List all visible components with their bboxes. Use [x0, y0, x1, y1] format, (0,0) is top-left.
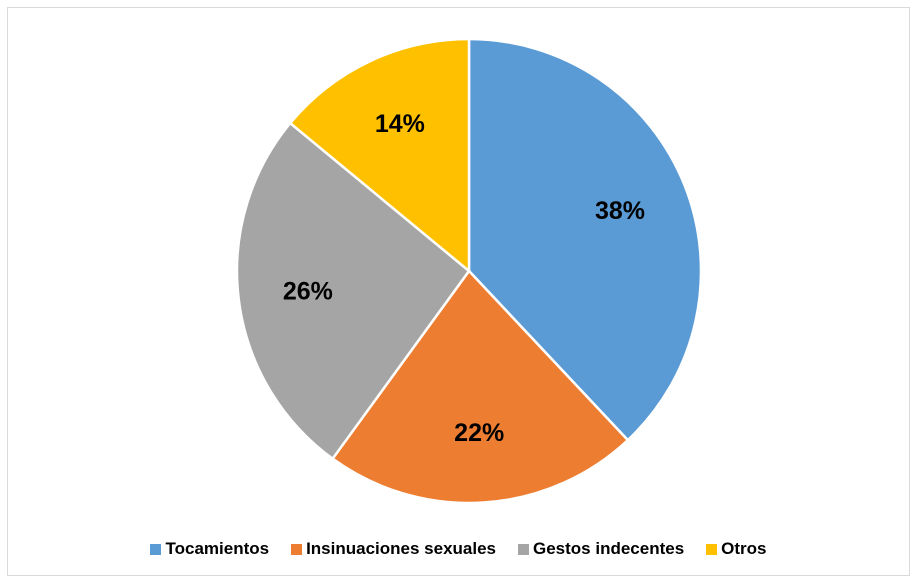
data-label-otros: 14%: [375, 110, 425, 138]
data-label-tocamientos: 38%: [595, 197, 645, 225]
legend-swatch: [518, 543, 529, 555]
pie-slices: [235, 37, 703, 505]
legend-item-tocamientos: Tocamientos: [150, 539, 269, 559]
legend-item-gestos-indecentes: Gestos indecentes: [518, 539, 684, 559]
pie-slice-gestos-indecentes: [235, 121, 471, 460]
legend-label: Insinuaciones sexuales: [306, 539, 496, 558]
legend-item-otros: Otros: [706, 539, 767, 559]
legend: Tocamientos Insinuaciones sexuales Gesto…: [0, 536, 917, 562]
data-label-insinuaciones-sexuales: 22%: [454, 419, 504, 447]
pie-slice-otros: [288, 37, 471, 273]
legend-swatch: [291, 543, 303, 555]
pie-data-labels: 38% 22% 26% 14%: [283, 110, 645, 447]
legend-swatch: [150, 543, 162, 555]
legend-swatch: [706, 543, 718, 555]
data-label-gestos-indecentes: 26%: [283, 277, 333, 305]
legend-label: Otros: [721, 539, 767, 558]
legend-label: Gestos indecentes: [533, 539, 685, 558]
legend-label: Tocamientos: [165, 539, 270, 558]
pie-slice-insinuaciones-sexuales: [331, 269, 630, 505]
pie-slice-tocamientos: [467, 37, 703, 442]
legend-item-insinuaciones-sexuales: Insinuaciones sexuales: [291, 539, 496, 559]
